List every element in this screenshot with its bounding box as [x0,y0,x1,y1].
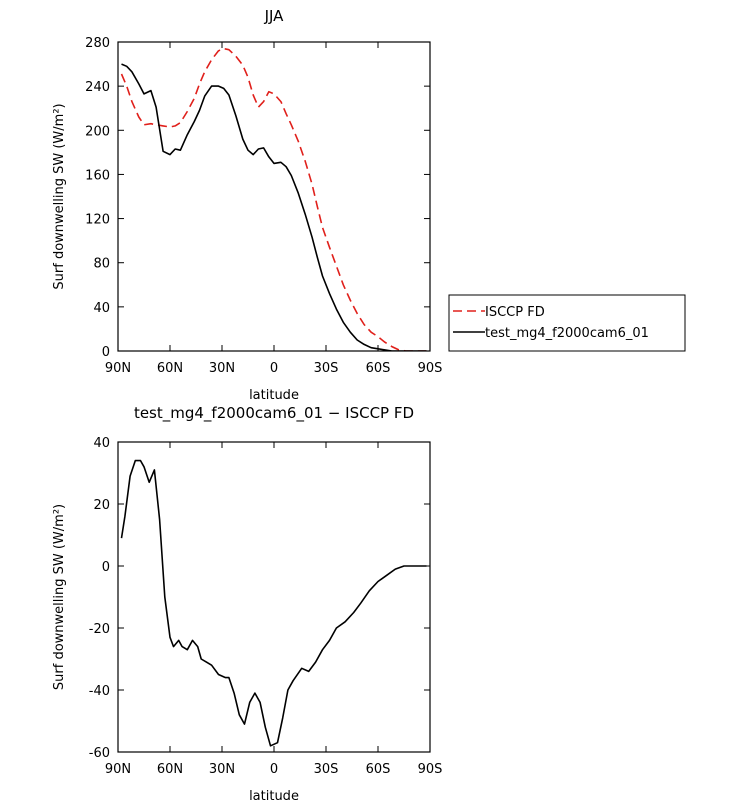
legend-box [448,294,686,352]
y-tick-label: 160 [85,168,110,183]
legend-label: ISCCP FD [485,305,545,320]
y-tick-label: 40 [93,301,110,316]
y-tick-label: -20 [89,622,110,637]
difference-panel: test_mg4_f2000cam6_01 − ISCCP FD 90N 60N 30… [52,404,442,804]
series-line [120,47,427,351]
y-axis-label: Surf downwelling SW (W/m²) [52,504,67,690]
x-tick-label: 30S [314,762,339,777]
y-axis-label: Surf downwelling SW (W/m²) [52,103,67,289]
y-tick-label: 80 [93,257,110,272]
x-tick-label: 60S [366,361,391,376]
series-line [120,459,427,747]
legend: ISCCP FD test_mg4_f2000cam6_01 [448,294,686,352]
x-tick-label: 90S [418,762,443,777]
y-tick-label: 280 [85,36,110,51]
y-tick-label: 40 [93,436,110,451]
x-axis-label: latitude [249,388,299,403]
x-tick-label: 30N [209,762,235,777]
y-tick-label: 120 [85,213,110,228]
x-tick-label: 0 [270,361,278,376]
y-tick-label: -40 [89,684,110,699]
x-tick-label: 90N [105,762,131,777]
plot-frame [117,441,431,753]
chart-title: JJA [264,7,285,25]
x-tick-label: 0 [270,762,278,777]
y-tick-label: 0 [102,560,110,575]
chart-title: test_mg4_f2000cam6_01 − ISCCP FD [134,404,414,423]
x-tick-label: 60N [157,361,183,376]
x-tick-label: 60N [157,762,183,777]
x-tick-label: 30N [209,361,235,376]
plot-frame [117,41,431,352]
climatology-panel: JJA 90N 60N 30N 0 30S 60S 90S 0 40 80 120 160 200 240 2… [52,7,686,403]
x-axis-label: latitude [249,789,299,804]
x-tick-label: 60S [366,762,391,777]
legend-label: test_mg4_f2000cam6_01 [485,326,649,341]
x-tick-label: 90N [105,361,131,376]
y-tick-label: 20 [93,498,110,513]
y-tick-label: -60 [89,746,110,761]
y-tick-label: 240 [85,80,110,95]
y-tick-label: 0 [102,345,110,360]
series-line [121,63,427,351]
x-tick-label: 90S [418,361,443,376]
x-tick-label: 30S [314,361,339,376]
y-tick-label: 200 [85,124,110,139]
